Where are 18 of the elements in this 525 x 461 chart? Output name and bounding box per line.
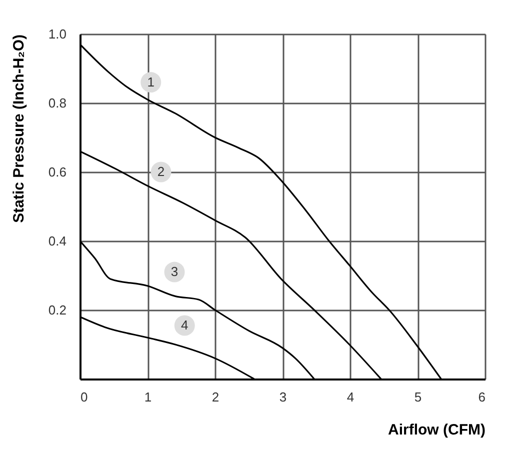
annotation: 3 bbox=[170, 264, 178, 280]
x-tick-label: 0 bbox=[80, 390, 88, 404]
annotation: 2 bbox=[157, 164, 165, 179]
y-tick-label: 0.4 bbox=[48, 234, 66, 248]
x-tick-label: 6 bbox=[478, 390, 486, 404]
y-tick-label: 0.6 bbox=[48, 164, 66, 180]
annotation: 4 bbox=[181, 318, 188, 333]
x-tick-label: 2 bbox=[212, 390, 220, 404]
annotation: 1 bbox=[147, 74, 154, 90]
y-tick-label: 1.0 bbox=[48, 26, 66, 42]
x-tick-label: 4 bbox=[346, 390, 354, 404]
x-axis-title: Airflow (CFM) bbox=[388, 422, 486, 438]
x-tick-label: 3 bbox=[279, 390, 287, 404]
y-tick-label: 0.2 bbox=[48, 302, 66, 318]
x-tick-label: 5 bbox=[414, 390, 422, 404]
y-axis-title: Static Pressure (Inch-H₂O) bbox=[10, 34, 28, 223]
y-tick-label: 0.8 bbox=[48, 96, 66, 110]
x-tick-label: 1 bbox=[144, 390, 152, 404]
